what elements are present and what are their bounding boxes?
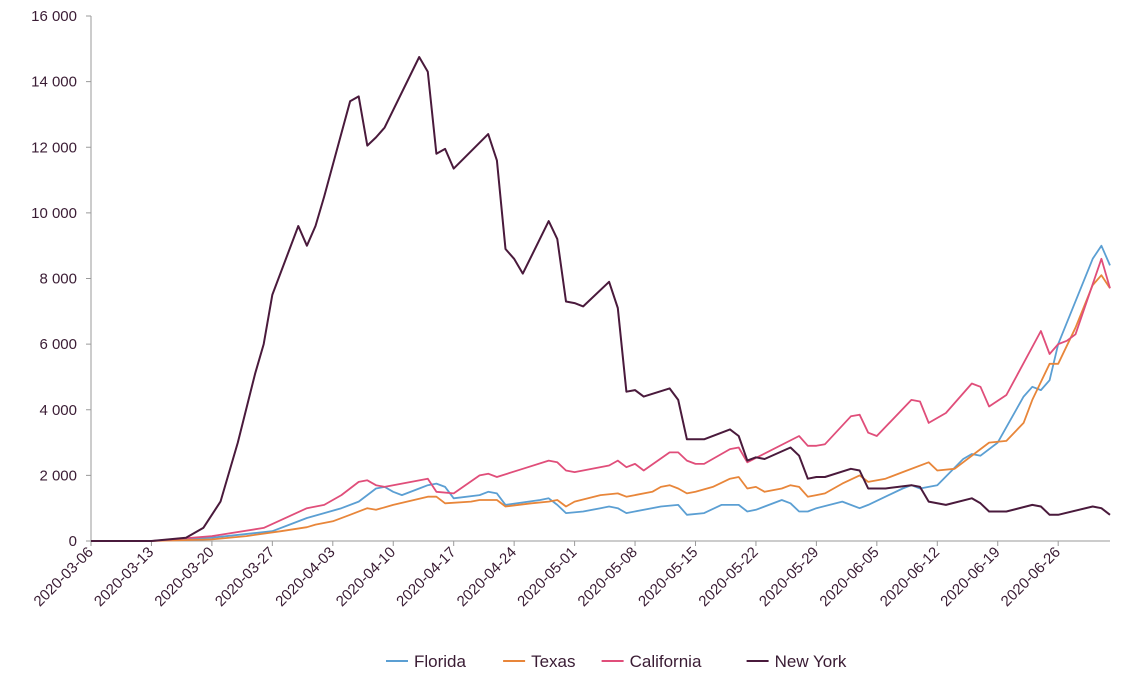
x-tick-label: 2020-04-10 — [333, 544, 399, 610]
x-tick-label: 2020-06-12 — [877, 544, 943, 610]
legend-label: New York — [775, 652, 847, 671]
x-tick-label: 2020-04-17 — [393, 544, 459, 610]
series-line-florida — [91, 244, 1111, 542]
series-line-california — [91, 257, 1111, 542]
x-tick-label: 2020-04-24 — [454, 544, 520, 610]
x-axis: 2020-03-062020-03-132020-03-202020-03-27… — [31, 540, 1110, 610]
x-tick-label: 2020-03-13 — [91, 544, 157, 610]
y-tick-label: 10 000 — [31, 205, 77, 222]
legend-label: Texas — [531, 652, 575, 671]
y-tick-label: 4 000 — [39, 402, 77, 419]
legend: Florida Texas California New York — [386, 652, 847, 671]
series-line-new-york — [91, 56, 1111, 542]
y-tick-label: 0 — [69, 533, 77, 550]
legend-item-new-york: New York — [746, 652, 847, 671]
x-tick-label: 2020-05-22 — [695, 544, 761, 610]
x-tick-label: 2020-05-15 — [635, 544, 701, 610]
legend-item-texas: Texas — [503, 652, 576, 671]
y-tick-label: 8 000 — [39, 271, 77, 288]
legend-item-california: California — [601, 652, 702, 671]
series-line-texas — [91, 274, 1111, 542]
legend-item-florida: Florida — [386, 652, 467, 671]
series-lines — [91, 56, 1111, 542]
x-tick-label: 2020-03-20 — [151, 544, 217, 610]
x-tick-label: 2020-06-05 — [816, 544, 882, 610]
x-tick-label: 2020-05-08 — [575, 544, 641, 610]
x-tick-label: 2020-05-01 — [514, 544, 580, 610]
x-tick-label: 2020-03-06 — [31, 544, 97, 610]
x-tick-label: 2020-05-29 — [756, 544, 822, 610]
y-axis: 0 2 000 4 000 6 000 8 000 10 000 12 000 14 000 1… — [31, 8, 92, 550]
x-tick-label: 2020-03-27 — [212, 544, 278, 610]
y-tick-label: 12 000 — [31, 139, 77, 156]
x-tick-label: 2020-04-03 — [272, 544, 338, 610]
y-tick-label: 16 000 — [31, 8, 77, 25]
y-tick-label: 2 000 — [39, 467, 77, 484]
x-tick-label: 2020-06-19 — [937, 544, 1003, 610]
y-tick-label: 6 000 — [39, 336, 77, 353]
y-tick-label: 14 000 — [31, 74, 77, 91]
legend-label: Florida — [414, 652, 467, 671]
x-tick-label: 2020-06-26 — [998, 544, 1064, 610]
legend-label: California — [630, 652, 702, 671]
